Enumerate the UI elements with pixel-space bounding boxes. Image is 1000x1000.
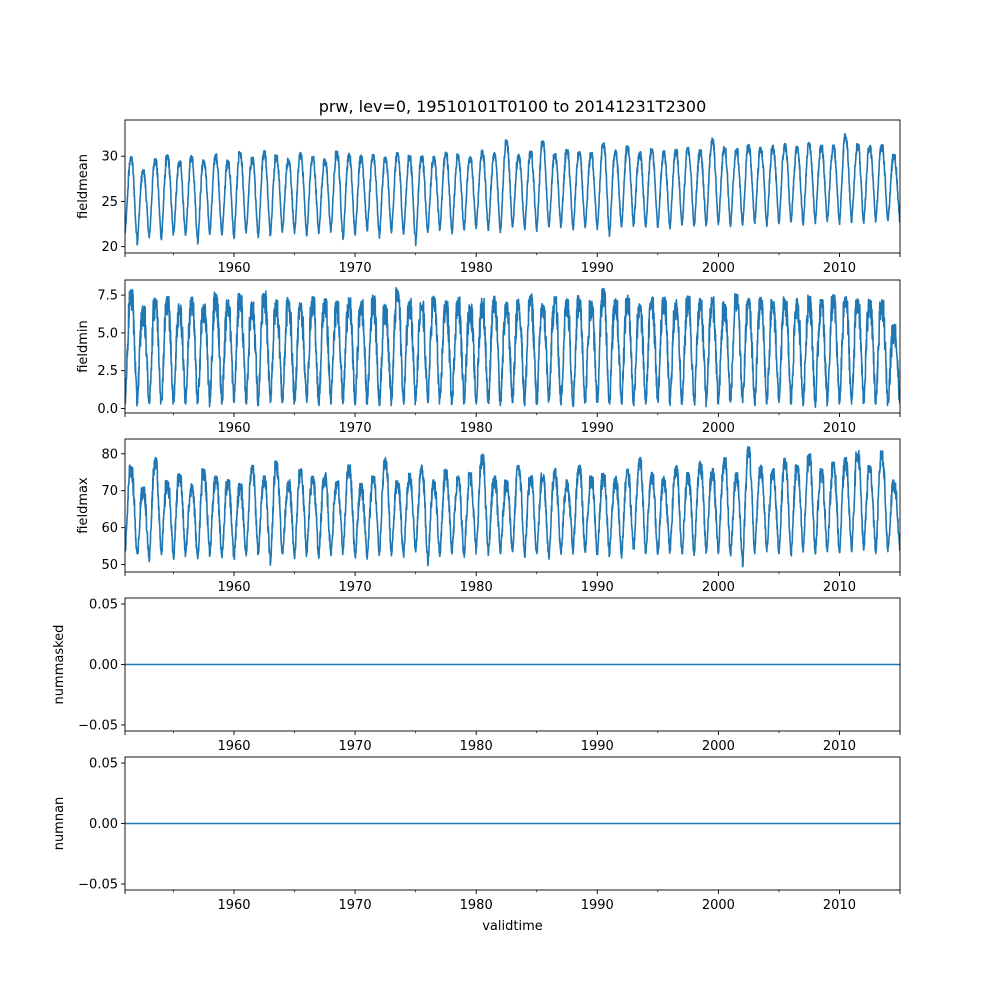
y-tick-label-nummasked: −0.05	[78, 718, 118, 733]
y-tick-label-fieldmax: 80	[101, 447, 118, 462]
panels-container: 20 25 30 1960 1970 1980 1990 2000 2010 fieldmean 0…	[52, 119, 901, 913]
y-tick-label-fieldmin: 7.5	[97, 289, 118, 304]
x-tick-label: 2000	[702, 739, 735, 754]
x-tick-label: 1980	[460, 739, 493, 754]
panel-numnan: −0.05 0.00 0.05 1960 1970 1980 1990 2000 2010 num…	[52, 757, 901, 913]
panel-fieldmax: 50 60 70 80 1960 1970 1980 1990 2000 2010 fieldmax	[76, 438, 901, 595]
axes-frame-fieldmin	[124, 279, 901, 414]
y-tick-label-fieldmax: 70	[101, 484, 118, 499]
y-axis-label-nummasked: nummasked	[52, 625, 67, 705]
x-tick-label: 2010	[823, 898, 856, 913]
y-tick-label-numnan: 0.05	[89, 757, 118, 772]
axes-frame-fieldmean	[124, 119, 901, 254]
x-tick-label: 2000	[702, 580, 735, 595]
x-tick-label: 1980	[460, 898, 493, 913]
series-line-fieldmean	[125, 133, 900, 247]
x-tick-label: 1980	[460, 421, 493, 436]
x-tick-label: 2000	[702, 421, 735, 436]
y-tick-label-fieldmax: 50	[101, 558, 118, 573]
x-tick-label: 1990	[581, 580, 614, 595]
x-tick-label: 2000	[702, 261, 735, 276]
y-axis-label-fieldmean: fieldmean	[76, 154, 91, 219]
x-tick-label: 1990	[581, 898, 614, 913]
x-tick-label: 2010	[823, 421, 856, 436]
y-axis-label-fieldmin: fieldmin	[76, 320, 91, 373]
x-tick-label: 1960	[217, 421, 250, 436]
x-tick-label: 1990	[581, 421, 614, 436]
panel-fieldmin: 0.0 2.5 5.0 7.5 1960 1970 1980 1990 2000 2010 fiel…	[76, 279, 901, 436]
y-tick-label-numnan: 0.00	[89, 817, 118, 832]
x-tick-label: 1980	[460, 261, 493, 276]
x-tick-label: 1960	[217, 898, 250, 913]
x-tick-label: 2000	[702, 898, 735, 913]
series-line-fieldmin	[125, 287, 900, 409]
y-tick-label-fieldmean: 30	[101, 150, 118, 165]
y-tick-label-nummasked: 0.00	[89, 658, 118, 673]
x-tick-label: 1970	[339, 739, 372, 754]
x-tick-label: 1960	[217, 261, 250, 276]
x-tick-label: 2010	[823, 580, 856, 595]
x-tick-label: 1970	[339, 421, 372, 436]
y-axis-label-fieldmax: fieldmax	[76, 477, 91, 534]
panel-fieldmean: 20 25 30 1960 1970 1980 1990 2000 2010 fieldmean	[76, 119, 901, 276]
chart-title: prw, lev=0, 19510101T0100 to 20141231T23…	[319, 97, 707, 116]
x-tick-label: 1970	[339, 580, 372, 595]
y-tick-label-fieldmean: 25	[101, 195, 118, 210]
x-tick-label: 1970	[339, 898, 372, 913]
y-tick-label-nummasked: 0.05	[89, 598, 118, 613]
y-tick-label-fieldmin: 0.0	[97, 402, 118, 417]
x-tick-label: 1960	[217, 580, 250, 595]
y-tick-label-fieldmean: 20	[101, 240, 118, 255]
x-tick-label: 2010	[823, 261, 856, 276]
y-tick-label-fieldmin: 2.5	[97, 364, 118, 379]
panel-nummasked: −0.05 0.00 0.05 1960 1970 1980 1990 2000 2010 num…	[52, 598, 901, 754]
series-line-fieldmax	[125, 445, 900, 568]
x-tick-label: 1990	[581, 739, 614, 754]
y-tick-label-fieldmax: 60	[101, 521, 118, 536]
axes-frame-fieldmax	[124, 438, 901, 573]
y-axis-label-numnan: numnan	[52, 797, 67, 851]
x-tick-label: 1960	[217, 739, 250, 754]
x-tick-label: 1980	[460, 580, 493, 595]
x-tick-label: 1990	[581, 261, 614, 276]
y-tick-label-numnan: −0.05	[78, 877, 118, 892]
x-axis-label: validtime	[482, 919, 543, 934]
x-tick-label: 2010	[823, 739, 856, 754]
y-tick-label-fieldmin: 5.0	[97, 326, 118, 341]
x-tick-label: 1970	[339, 261, 372, 276]
